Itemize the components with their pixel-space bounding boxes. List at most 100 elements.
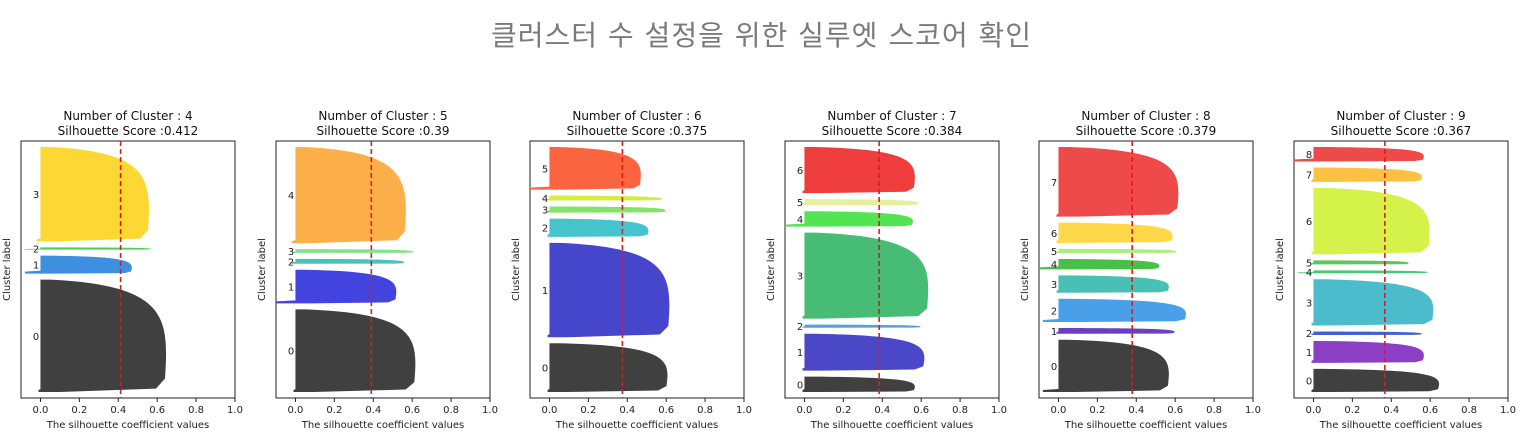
x-tick-label: 0.6 (149, 405, 165, 416)
cluster-0-label: 0 (33, 332, 39, 343)
cluster-2-silhouette (802, 324, 921, 328)
x-tick-label: 0.8 (1461, 405, 1477, 416)
chart-title: Number of Cluster : 5 (318, 109, 447, 123)
cluster-5-silhouette (1056, 248, 1177, 253)
cluster-1-label: 1 (797, 348, 803, 359)
x-tick-label: 1.0 (227, 405, 243, 416)
x-tick-label: 0.8 (697, 405, 713, 416)
x-tick-label: 0.4 (110, 405, 126, 416)
x-axis-label: The silhouette coefficient values (810, 420, 974, 431)
chart-subtitle: Silhouette Score :0.384 (822, 124, 963, 138)
cluster-7-silhouette (1056, 147, 1179, 217)
cluster-1-label: 1 (288, 283, 294, 294)
cluster-5-label: 5 (1051, 247, 1057, 258)
cluster-3-label: 3 (1306, 298, 1312, 309)
cluster-2-silhouette (1042, 298, 1186, 322)
cluster-1-label: 1 (1306, 348, 1312, 359)
cluster-0-silhouette (38, 279, 167, 392)
x-tick-label: 1.0 (1500, 405, 1516, 416)
cluster-2-label: 2 (542, 224, 548, 235)
x-axis-label: The silhouette coefficient values (555, 420, 719, 431)
x-tick-label: 0.6 (913, 405, 929, 416)
cluster-4-silhouette (291, 147, 406, 244)
cluster-4-label: 4 (797, 215, 803, 226)
cluster-0-label: 0 (542, 364, 548, 375)
x-tick-label: 0.8 (188, 405, 204, 416)
x-axis-label: The silhouette coefficient values (1319, 420, 1483, 431)
page-title: 클러스터 수 설정을 위한 실루엣 스코어 확인 (490, 19, 1033, 52)
cluster-2-label: 2 (797, 322, 803, 333)
cluster-6-label: 6 (1051, 229, 1057, 240)
cluster-0-label: 0 (288, 347, 294, 358)
x-tick-label: 1.0 (736, 405, 752, 416)
cluster-2-silhouette (1311, 331, 1422, 335)
x-tick-label: 0.4 (619, 405, 635, 416)
cluster-6-silhouette (1056, 222, 1173, 243)
cluster-4-label: 4 (1306, 268, 1312, 279)
cluster-8-label: 8 (1306, 150, 1312, 161)
cluster-3-label: 3 (1051, 280, 1057, 291)
cluster-4-silhouette (1297, 270, 1428, 274)
cluster-0-label: 0 (1306, 376, 1312, 387)
cluster-4-silhouette (1039, 258, 1160, 270)
cluster-4-silhouette (547, 195, 662, 201)
y-axis-label: Cluster label (511, 238, 522, 301)
cluster-7-silhouette (1311, 167, 1422, 182)
cluster-3-label: 3 (33, 190, 39, 201)
cluster-4-label: 4 (1051, 260, 1057, 271)
x-tick-label: 0.2 (71, 405, 87, 416)
cluster-1-silhouette (24, 255, 132, 274)
cluster-1-silhouette (1056, 328, 1175, 334)
chart-title: Number of Cluster : 9 (1336, 109, 1465, 123)
cluster-2-silhouette (291, 258, 404, 264)
x-tick-label: 0.6 (1422, 405, 1438, 416)
x-tick-label: 0.0 (1051, 405, 1067, 416)
x-axis-label: The silhouette coefficient values (301, 420, 465, 431)
y-axis-label: Cluster label (257, 238, 268, 301)
x-tick-label: 0.2 (1344, 405, 1360, 416)
x-tick-label: 0.2 (326, 405, 342, 416)
cluster-0-silhouette (547, 343, 668, 392)
x-tick-label: 0.8 (443, 405, 459, 416)
cluster-2-label: 2 (1306, 329, 1312, 340)
x-axis-label: The silhouette coefficient values (1064, 420, 1228, 431)
chart-subtitle: Silhouette Score :0.379 (1076, 124, 1217, 138)
cluster-6-silhouette (1311, 187, 1430, 255)
cluster-5-silhouette (530, 147, 641, 190)
cluster-1-label: 1 (33, 261, 39, 272)
cluster-6-silhouette (802, 147, 915, 194)
cluster-5-label: 5 (797, 198, 803, 209)
x-tick-label: 0.6 (658, 405, 674, 416)
x-tick-label: 0.2 (1089, 405, 1105, 416)
cluster-1-silhouette (547, 242, 670, 338)
x-axis-label: The silhouette coefficient values (46, 420, 210, 431)
cluster-1-silhouette (276, 269, 397, 304)
x-tick-label: 0.4 (1383, 405, 1399, 416)
y-axis-label: Cluster label (2, 238, 13, 301)
y-axis-label: Cluster label (766, 238, 777, 301)
y-axis-label: Cluster label (1020, 238, 1031, 301)
cluster-0-label: 0 (797, 380, 803, 391)
x-tick-label: 1.0 (1245, 405, 1261, 416)
cluster-8-silhouette (1294, 147, 1424, 162)
x-tick-label: 0.0 (797, 405, 813, 416)
cluster-4-label: 4 (542, 194, 548, 205)
chart-title: Number of Cluster : 6 (572, 109, 701, 123)
cluster-4-silhouette (785, 211, 913, 227)
cluster-3-label: 3 (542, 206, 548, 217)
cluster-0-silhouette (1311, 368, 1440, 392)
cluster-1-silhouette (1311, 340, 1424, 363)
chart-subtitle: Silhouette Score :0.39 (316, 124, 449, 138)
cluster-0-silhouette (293, 309, 416, 392)
cluster-0-silhouette (802, 376, 915, 392)
cluster-3-silhouette (1056, 275, 1169, 293)
cluster-3-silhouette (291, 249, 414, 253)
cluster-5-silhouette (802, 199, 919, 206)
chart-subtitle: Silhouette Score :0.412 (58, 124, 199, 138)
x-tick-label: 0.4 (1128, 405, 1144, 416)
chart-title: Number of Cluster : 7 (827, 109, 956, 123)
chart-subtitle: Silhouette Score :0.375 (567, 124, 708, 138)
cluster-3-silhouette (802, 232, 929, 319)
cluster-1-silhouette (802, 333, 925, 371)
